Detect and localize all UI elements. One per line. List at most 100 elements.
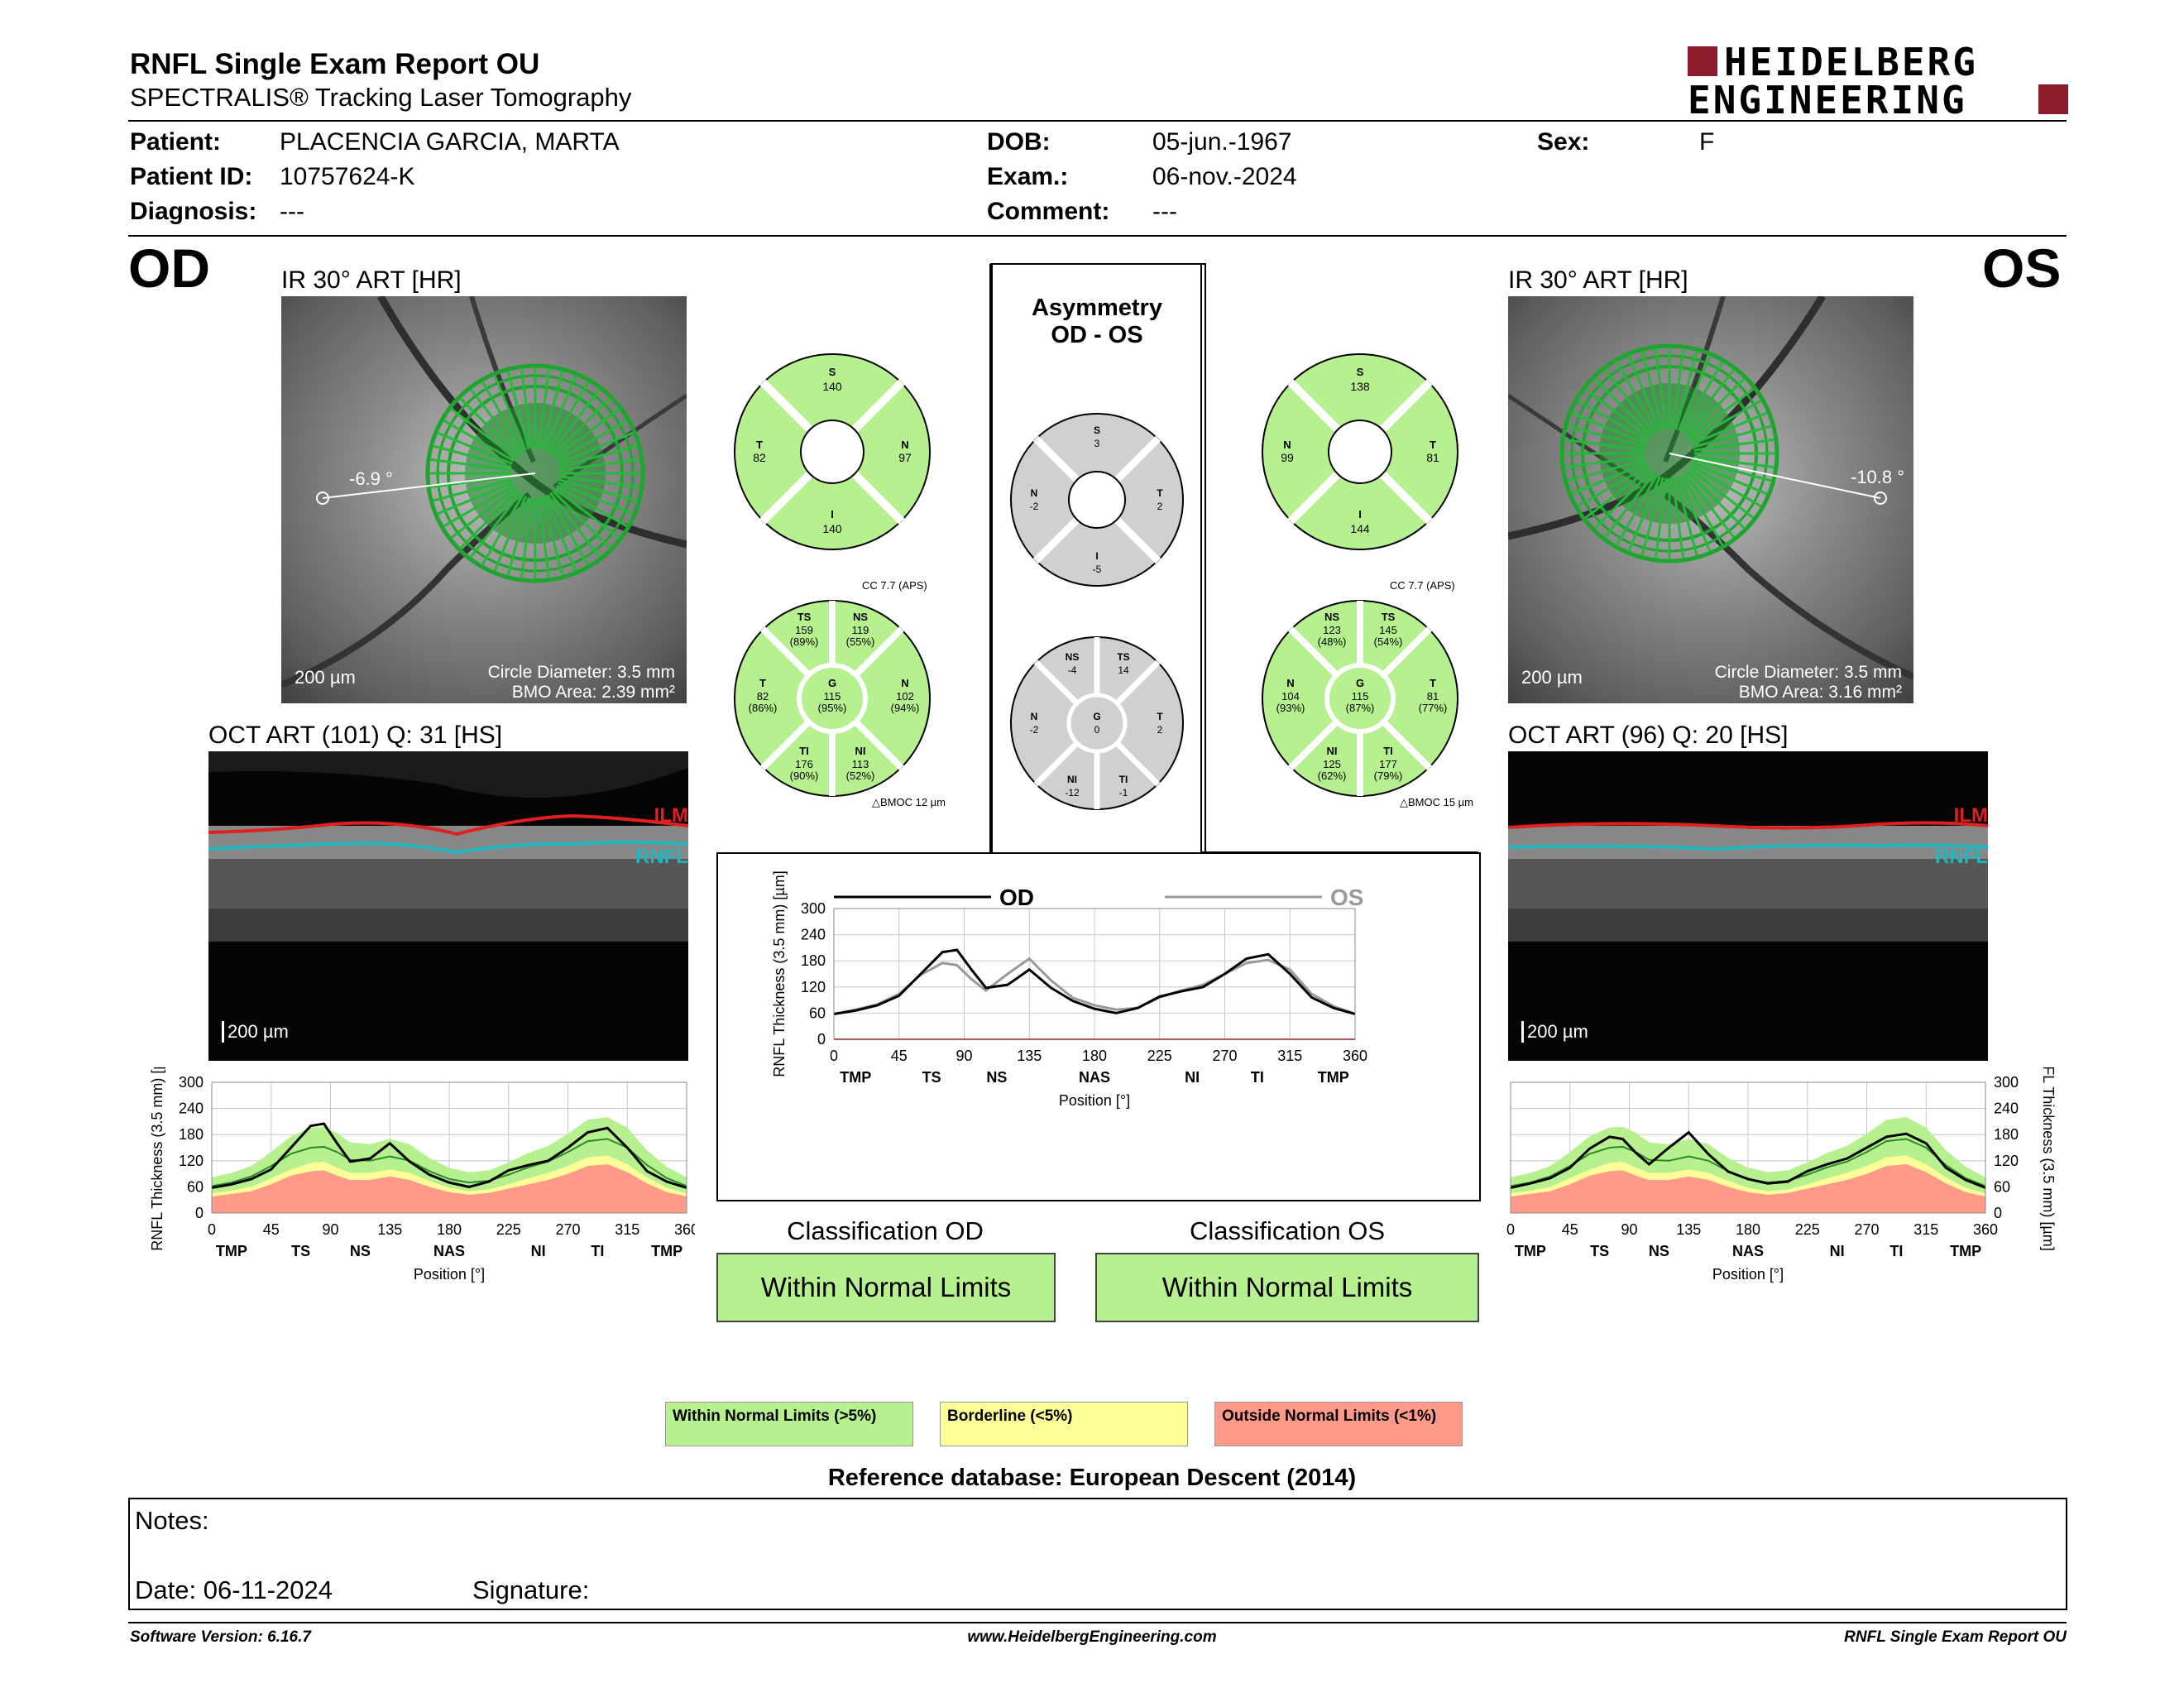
od-quad-n-label: N: [901, 439, 908, 451]
svg-text:N: N: [901, 677, 908, 689]
sector-label: NI: [1185, 1069, 1200, 1086]
report-title: RNFL Single Exam Report OU: [130, 48, 540, 80]
x-tick-label: 0: [830, 1048, 838, 1064]
od-oct-image: ILM RNFL 200 µm: [208, 751, 688, 1061]
legend-normal: Within Normal Limits (>5%): [665, 1402, 913, 1446]
os-quadrant-diagram: S 138 N 99 I 144 T 81: [1262, 353, 1458, 550]
x-tick-label: 135: [1017, 1048, 1042, 1064]
scan-spoke: [437, 482, 513, 516]
scan-spoke: [450, 407, 517, 459]
heidelberg-logo: HEIDELBERG ENGINEERING: [1688, 40, 2068, 122]
asymmetry-chart-panel: [716, 852, 1481, 1201]
scan-spoke: [1615, 474, 1659, 546]
os-sector-t-p: (77%): [1419, 702, 1448, 714]
os-cc: CC 7.7 (APS): [1390, 579, 1455, 592]
od-bmoc: △BMOC 12 µm: [872, 796, 946, 808]
scan-spoke: [549, 492, 601, 559]
scan-spoke: [459, 397, 519, 457]
od-ir-scale: 200 µm: [295, 667, 356, 688]
od-bmo-area: BMO Area: 2.39 mm²: [511, 683, 675, 702]
scan-spoke: [1603, 368, 1655, 435]
svg-text:TI: TI: [1383, 745, 1393, 757]
plot-frame: [833, 908, 1356, 1040]
scan-spoke: [1640, 350, 1664, 430]
od-sector-n: 102: [896, 690, 914, 703]
svg-text:G: G: [828, 677, 836, 689]
legend-borderline: Borderline (<5%): [940, 1402, 1188, 1446]
svg-text:N: N: [1031, 711, 1038, 722]
x-tick-label: 0: [208, 1221, 216, 1238]
comment-value: ---: [1152, 198, 1177, 225]
measured-line: [211, 1122, 687, 1189]
sex-value: F: [1699, 128, 1715, 156]
od-fundus-image: -6.9 ° 200 µm Circle Diameter: 3.5 mm BM…: [281, 296, 687, 703]
scan-spoke: [1584, 468, 1651, 520]
reference-database: Reference database: European Descent (20…: [827, 1465, 1357, 1491]
sector-label: NI: [1830, 1243, 1845, 1259]
scan-spoke: [481, 381, 524, 453]
scan-spoke: [552, 490, 611, 549]
os-sector-g: 115: [1352, 690, 1369, 703]
scan-spoke: [540, 496, 564, 577]
scan-spoke: [1671, 348, 1685, 429]
y-axis-label: RNFL Thickness (3.5 mm) [µm]: [149, 1067, 165, 1251]
sector-label: TMP: [216, 1243, 247, 1259]
os-oct-image: ILM RNFL 200 µm: [1508, 751, 1988, 1061]
asym-sector-ts: 14: [1118, 664, 1129, 676]
od-quad-i: 140: [822, 522, 842, 535]
sector-label: NI: [531, 1243, 546, 1259]
diagnosis-value: ---: [280, 198, 304, 225]
scan-spoke: [443, 419, 515, 463]
x-tick-label: 45: [891, 1048, 908, 1064]
asymmetry-sector-diagram: NS -4 TS 14 N -2 G 0 T 2 NI -12 TI -1: [1010, 636, 1184, 810]
x-tick-label: 45: [1562, 1221, 1578, 1238]
x-tick-label: 45: [263, 1221, 280, 1238]
y-tick-label: 180: [179, 1126, 204, 1143]
od-oct-label: OCT ART (101) Q: 31 [HS]: [208, 722, 503, 749]
od-quad-s-label: S: [829, 366, 836, 378]
od-sector-ns-p: (55%): [846, 635, 875, 648]
svg-text:G: G: [1356, 677, 1364, 689]
scan-spoke: [1566, 458, 1646, 482]
scan-spoke: [1640, 477, 1664, 557]
scan-spoke: [1571, 411, 1647, 445]
footer-version: Software Version: 6.16.7: [130, 1628, 311, 1646]
x-axis-label: Position [°]: [414, 1266, 485, 1283]
scan-spoke: [559, 475, 641, 489]
sector-label: TMP: [1515, 1243, 1546, 1259]
scan-spoke: [540, 370, 564, 450]
scan-spoke: [546, 494, 590, 566]
x-tick-label: 135: [1676, 1221, 1701, 1238]
x-tick-label: 0: [1506, 1221, 1515, 1238]
scan-spoke: [459, 490, 519, 549]
os-fundus-image: -10.8 ° 200 µm Circle Diameter: 3.5 mm B…: [1508, 296, 1913, 703]
os-sector-ns-p: (48%): [1318, 635, 1347, 648]
notes-date: Date: 06-11-2024: [135, 1575, 333, 1604]
sector-label: TI: [1889, 1243, 1903, 1259]
sector-label: TMP: [651, 1243, 682, 1259]
od-eye-label: OD: [128, 237, 210, 299]
scan-spoke: [552, 397, 611, 457]
logo-square-icon-2: [2038, 84, 2068, 114]
sector-label: NS: [986, 1069, 1007, 1086]
legend-os-label: OS: [1330, 885, 1363, 910]
scan-spoke: [1627, 476, 1661, 552]
legend-outside: Outside Normal Limits (<1%): [1214, 1402, 1463, 1446]
y-tick-label: 0: [817, 1031, 826, 1048]
od-quad-t: 82: [753, 451, 766, 464]
os-circle-diameter: Circle Diameter: 3.5 mm: [1714, 663, 1902, 682]
scan-spoke: [544, 375, 577, 451]
scan-spoke: [558, 482, 634, 516]
od-quad-i-label: I: [831, 508, 834, 520]
y-tick-label: 0: [195, 1205, 204, 1221]
os-ir-scale: 200 µm: [1521, 667, 1583, 688]
x-tick-label: 135: [377, 1221, 402, 1238]
os-sector-n: 104: [1281, 690, 1300, 703]
asym-sector-ns: -4: [1068, 664, 1077, 676]
asym-sector-t: 2: [1157, 724, 1163, 736]
sector-label: TMP: [1318, 1069, 1349, 1086]
svg-text:G: G: [1093, 711, 1100, 722]
diagnosis-label: Diagnosis:: [130, 198, 257, 225]
band-outside: [212, 1164, 687, 1213]
legend-od-label: OD: [999, 885, 1034, 910]
